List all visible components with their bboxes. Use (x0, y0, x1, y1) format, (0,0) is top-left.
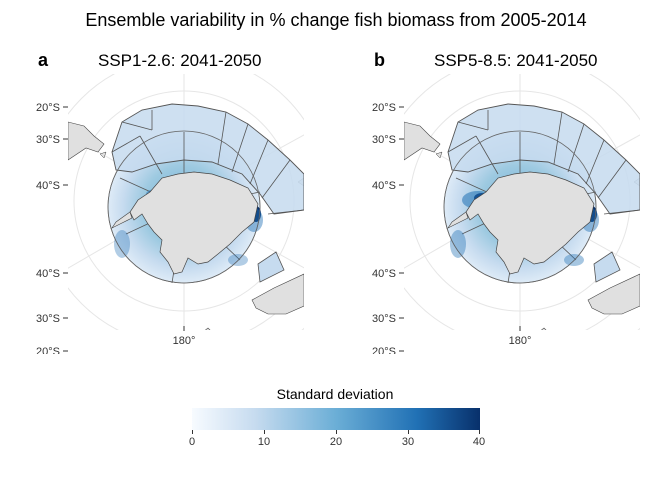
regional-boxes-upper (447, 103, 640, 215)
lat-label-40s-bottom: 40°S (36, 268, 60, 280)
antarctica-landmass (129, 171, 259, 275)
australia-landmass (587, 273, 640, 315)
lat-label-40s-top: 40°S (36, 180, 60, 192)
legend-tick-label: 10 (257, 436, 271, 448)
legend-tick-label: 40 (472, 436, 486, 448)
lon-label-180-b: 180° (509, 335, 532, 347)
legend-tick-label: 20 (329, 436, 343, 448)
colorbar-legend: Standard deviation 0 10 20 30 40 (189, 386, 490, 456)
australia-landmass (251, 273, 304, 315)
map-panel-b: b SSP5-8.5: 2041-2050 (348, 50, 648, 354)
lat-label-40s-bottom: 40°S (372, 268, 396, 280)
lon-label-180-a: 180° (173, 335, 196, 347)
lat-label-30s-bottom: 30°S (36, 313, 60, 325)
figure-title: Ensemble variability in % change fish bi… (85, 10, 587, 30)
antarctic-peninsula (447, 211, 469, 229)
lat-label-20s-bottom: 20°S (372, 346, 396, 354)
map-panel-a: a SSP1-2.6: 2041-2050 (12, 50, 312, 354)
antarctic-peninsula (111, 211, 133, 229)
panel-title-a: SSP1-2.6: 2041-2050 (98, 51, 262, 70)
polar-map-b: 20°S 30°S 40°S 40°S 30°S 20°S (372, 74, 640, 354)
legend-tick-label: 30 (401, 436, 415, 448)
south-america-landmass (68, 121, 105, 161)
legend-title: Standard deviation (276, 386, 394, 402)
lat-label-20s-top: 20°S (36, 102, 60, 114)
panel-letter-a: a (38, 50, 49, 70)
lat-label-30s-top: 30°S (36, 134, 60, 146)
regional-boxes-upper (111, 103, 304, 215)
legend-tick-label: 0 (188, 436, 196, 448)
panel-title-b: SSP5-8.5: 2041-2050 (434, 51, 598, 70)
new-zealand-landmass (205, 327, 211, 330)
polar-map-a: 20°S 30°S 40°S 40°S 30°S 20°S (36, 74, 304, 354)
longitude-labels: 180° 180° (173, 326, 532, 347)
panel-letter-b: b (374, 50, 385, 70)
antarctica-landmass (465, 171, 595, 275)
falkland-islands (99, 151, 107, 159)
south-america-landmass (404, 121, 441, 161)
lat-label-30s-top: 30°S (372, 134, 396, 146)
lat-label-30s-bottom: 30°S (372, 313, 396, 325)
lat-label-40s-top: 40°S (372, 180, 396, 192)
new-zealand-landmass (541, 327, 547, 330)
lat-label-20s-top: 20°S (372, 102, 396, 114)
colorbar (192, 408, 480, 430)
lat-label-20s-bottom: 20°S (36, 346, 60, 354)
